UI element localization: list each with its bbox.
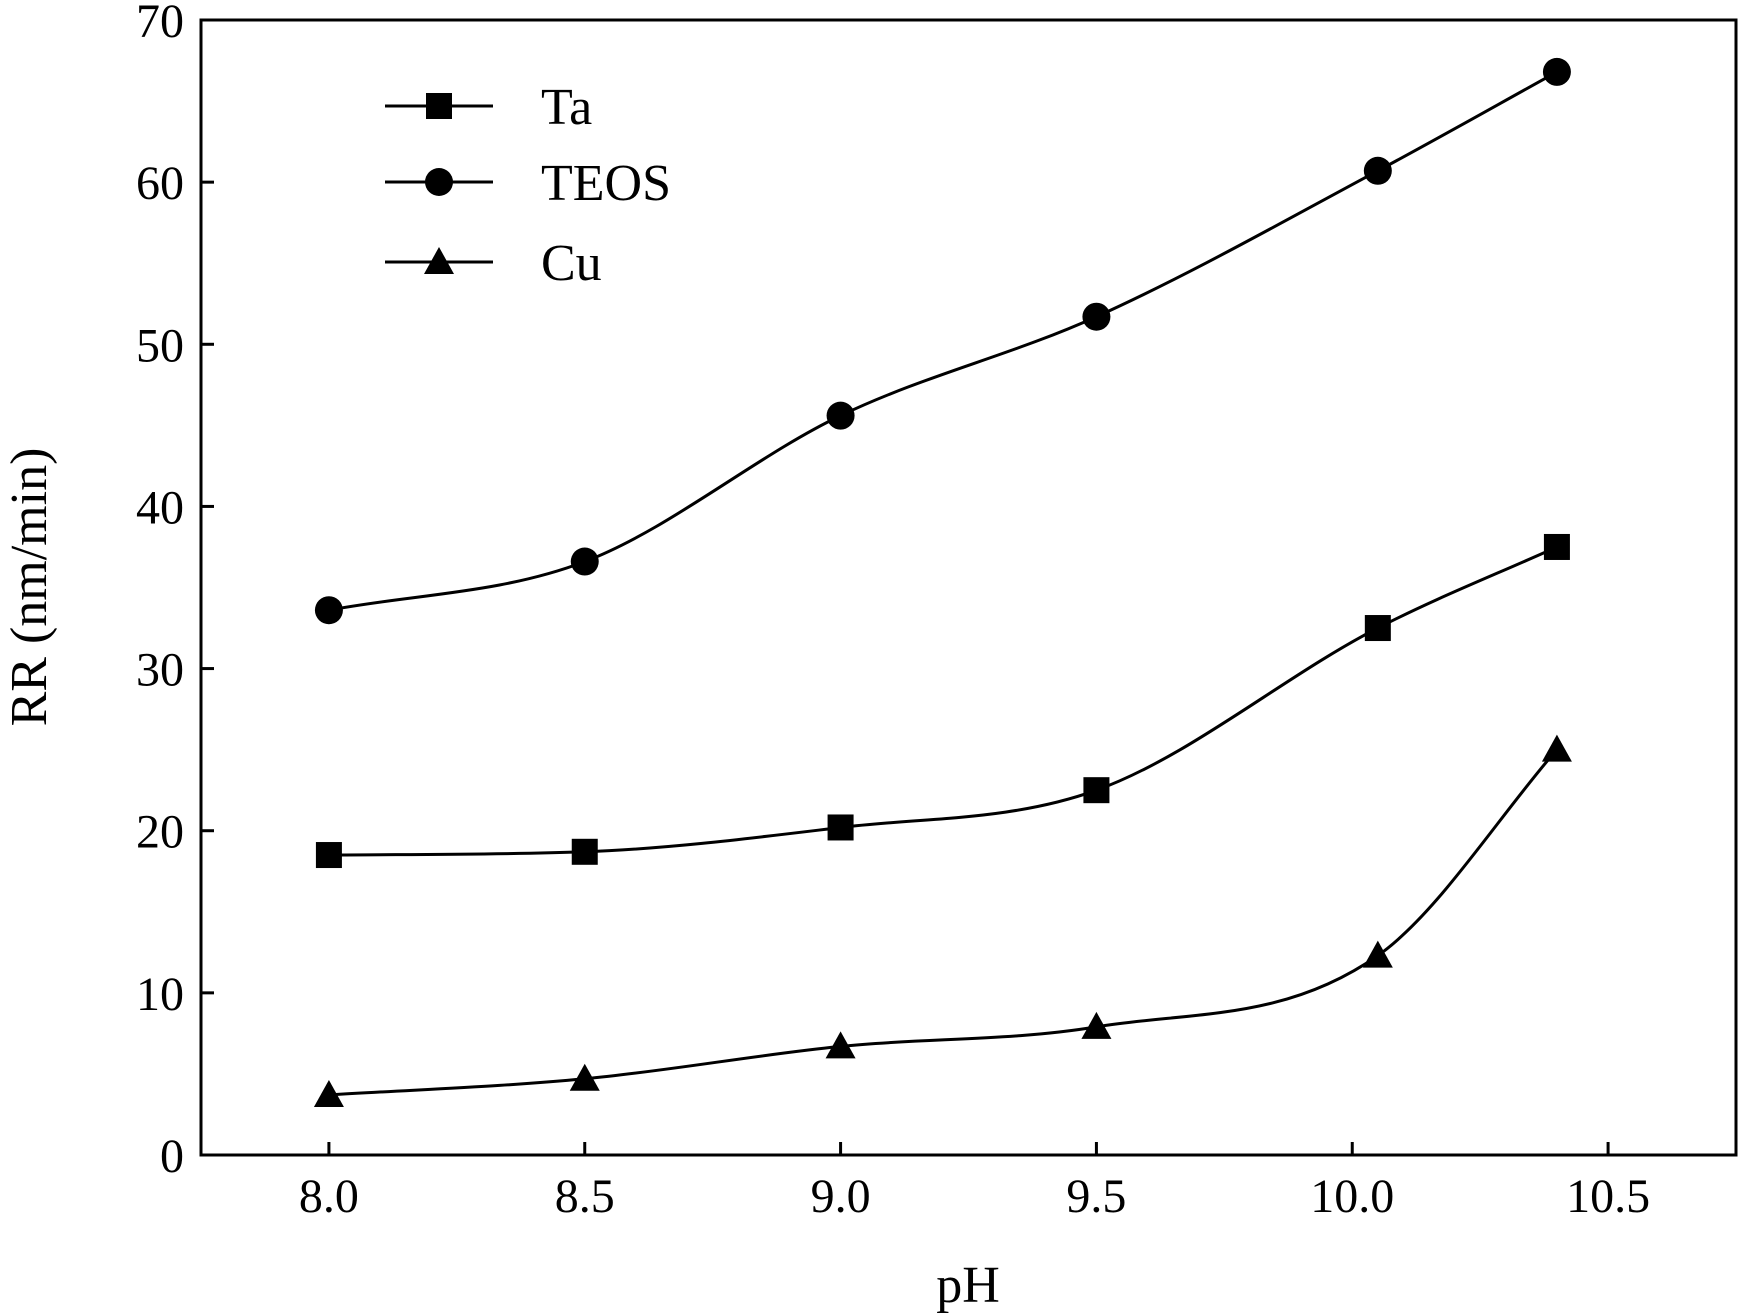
- data-point-cu: [1081, 1011, 1112, 1039]
- data-point-ta: [1364, 615, 1391, 642]
- data-point-ta: [1543, 533, 1570, 560]
- y-tick-label: 70: [136, 0, 184, 48]
- y-tick-label: 20: [136, 806, 184, 859]
- legend-label-teos: TEOS: [541, 155, 671, 212]
- data-point-cu: [825, 1031, 856, 1059]
- data-point-teos: [314, 596, 343, 625]
- data-point-teos: [826, 401, 855, 430]
- plot-frame: [199, 18, 1738, 1157]
- x-tick-label: 8.5: [555, 1170, 615, 1223]
- legend: Ta TEOS Cu: [385, 79, 671, 292]
- data-point-teos: [1363, 156, 1392, 185]
- data-point-ta: [1083, 777, 1110, 804]
- y-tick-label: 10: [136, 968, 184, 1021]
- x-tick-label: 10.0: [1310, 1170, 1394, 1223]
- data-point-cu: [569, 1063, 600, 1091]
- series-line-ta: [328, 545, 1558, 857]
- series-line-teos: [328, 70, 1558, 612]
- y-tick-label: 0: [160, 1130, 184, 1183]
- data-point-ta: [827, 814, 854, 841]
- data-point-ta: [315, 842, 342, 869]
- x-tick-label: 8.0: [299, 1170, 359, 1223]
- x-tick-label: 10.5: [1566, 1170, 1650, 1223]
- x-axis-label: pH: [936, 1257, 1000, 1313]
- y-tick-label: 50: [136, 319, 184, 372]
- legend-marker-ta: [426, 93, 452, 119]
- series-markers: [313, 57, 1572, 1108]
- series-curves: [328, 70, 1559, 1097]
- legend-label-cu: Cu: [541, 235, 602, 292]
- legend-marker-cu: [424, 247, 454, 274]
- series-line-cu: [328, 748, 1559, 1097]
- y-tick-label: 60: [136, 157, 184, 210]
- data-point-teos: [570, 547, 599, 576]
- x-tick-label: 9.0: [811, 1170, 871, 1223]
- y-axis-ticks: 0 10 20 30 40 50 60 70: [136, 0, 214, 1183]
- data-point-cu: [1541, 734, 1572, 762]
- x-axis-ticks: 8.0 8.5 9.0 9.5 10.0 10.5: [299, 1142, 1650, 1223]
- x-tick-label: 9.5: [1066, 1170, 1126, 1223]
- data-point-cu: [1362, 940, 1393, 968]
- y-tick-label: 40: [136, 481, 184, 534]
- data-point-cu: [313, 1080, 344, 1108]
- y-axis-label: RR (nm/min): [1, 448, 58, 727]
- data-point-teos: [1082, 302, 1111, 331]
- data-point-ta: [571, 838, 598, 865]
- legend-marker-teos: [425, 168, 453, 196]
- y-tick-label: 30: [136, 644, 184, 697]
- legend-label-ta: Ta: [541, 79, 592, 136]
- data-point-teos: [1542, 57, 1571, 86]
